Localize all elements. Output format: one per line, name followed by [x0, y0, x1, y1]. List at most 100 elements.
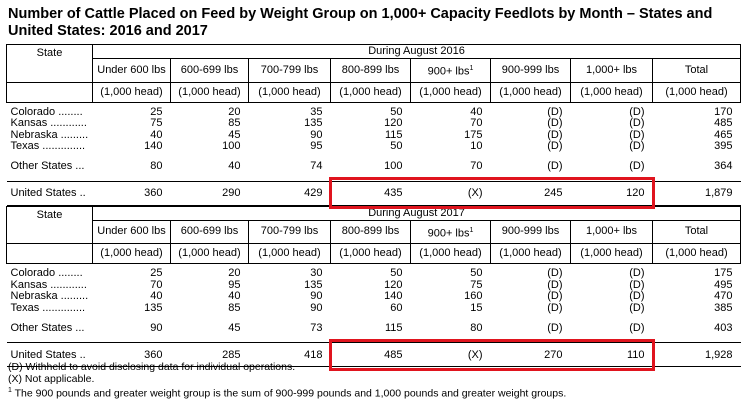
footnote-mark: 1 — [469, 65, 474, 72]
unit-row: (1,000 head) (1,000 head) (1,000 head) (1,0… — [6, 243, 742, 265]
column-header: 900+ lbs1 — [410, 219, 491, 245]
unit: (1,000 head) — [92, 81, 171, 103]
cell: (D) — [629, 105, 645, 118]
cell: 385 — [714, 302, 733, 314]
column-header: Total — [651, 58, 742, 83]
cell: 35 — [310, 105, 323, 118]
column-label: 600-699 lbs — [180, 63, 239, 76]
cell: 90 — [310, 291, 323, 303]
cell: (D) — [629, 267, 645, 280]
cell: (X) — [410, 342, 491, 368]
cell: 120 — [384, 118, 403, 130]
cell: 20 — [228, 267, 241, 280]
cell: (D) — [629, 118, 645, 130]
column-header: 900-999 lbs — [490, 58, 571, 83]
cell: 40 — [150, 291, 163, 303]
cell: 80 — [150, 160, 163, 173]
column-label: 700-799 lbs — [260, 63, 319, 76]
column-header: 700-799 lbs — [248, 219, 331, 245]
footnote: (D) Withheld to avoid disclosing data fo… — [8, 361, 566, 374]
cell: 120 — [384, 279, 403, 291]
cell: 115 — [384, 129, 403, 141]
cell: (D) — [547, 160, 563, 173]
column-header: 900-999 lbs — [490, 219, 571, 245]
cell: 90 — [310, 129, 323, 141]
cell: 435 — [330, 180, 411, 206]
footnote-mark: 1 — [469, 226, 474, 234]
cell: 100 — [222, 141, 241, 153]
data-table: State During August 2016 Under 600 lbs 600-… — [6, 44, 742, 206]
cell: 290 — [170, 180, 249, 206]
data-row: Colorado ........ 25 20 30 50 50 (D) (D) 175 — [7, 264, 741, 280]
cell: 80 — [470, 321, 483, 334]
cell: 70 — [470, 160, 483, 173]
cell: (D) — [629, 279, 645, 291]
column-label: Total — [684, 63, 709, 76]
cell: 245 — [490, 180, 571, 206]
cell: (D) — [547, 321, 563, 334]
column-header: 1,000+ lbs — [570, 58, 653, 83]
column-header: 900+ lbs1 — [410, 58, 491, 83]
cell: 50 — [390, 267, 403, 280]
column-label: 900+ lbs — [427, 65, 470, 78]
data-row: Kansas ............ 75 85 135 120 70 (D) (D) 485 — [7, 118, 741, 130]
data-table: State During August 2017 Under 600 lbs 600-… — [6, 205, 742, 368]
column-label: 1,000+ lbs — [585, 225, 638, 238]
cell: 30 — [310, 267, 323, 280]
data-row: Kansas ............ 70 95 135 120 75 (D) (D) 495 — [7, 280, 741, 292]
cell: (X) — [410, 180, 491, 206]
blank — [6, 243, 93, 265]
cell: 120 — [570, 180, 653, 206]
row-label: Kansas ............ — [10, 118, 87, 130]
cell: 75 — [150, 118, 163, 130]
unit: (1,000 head) — [92, 243, 171, 265]
row-label: Nebraska ......... — [10, 291, 89, 303]
period-row: State During August 2016 — [6, 44, 742, 83]
row-label: Colorado ........ — [10, 267, 83, 280]
cell: 403 — [714, 321, 733, 334]
cell: 95 — [228, 279, 241, 291]
footnote-mark: 1 — [8, 387, 12, 394]
row-label: Other States ... — [10, 160, 85, 173]
cell: (D) — [547, 279, 563, 291]
row-label: Texas .............. — [10, 302, 86, 314]
cell: 85 — [228, 302, 241, 314]
unit: (1,000 head) — [170, 243, 249, 265]
row-label: Kansas ............ — [10, 279, 87, 291]
column-label: 800-899 lbs — [341, 225, 400, 238]
row-label: Colorado ........ — [10, 105, 83, 118]
unit: (1,000 head) — [651, 81, 742, 103]
cell: 100 — [384, 160, 403, 173]
column-label: 900-999 lbs — [501, 225, 560, 238]
cell: (D) — [629, 141, 645, 153]
cell: (D) — [547, 141, 563, 153]
cell: 135 — [144, 302, 163, 314]
column-header: 800-899 lbs — [330, 219, 411, 245]
cell: 74 — [310, 160, 323, 173]
column-row: Under 600 lbs 600-699 lbs 700-799 lbs 800-8… — [7, 219, 742, 245]
cell: 140 — [144, 141, 163, 153]
cell: 135 — [304, 118, 323, 130]
unit: (1,000 head) — [570, 81, 653, 103]
row-label: Other States ... — [10, 321, 85, 334]
data-row: Other States ... 90 45 73 115 80 (D) (D) 403 — [7, 314, 741, 343]
state-header: State — [6, 205, 93, 245]
cell: 429 — [248, 180, 331, 206]
cell: 175 — [714, 267, 733, 280]
cell: 75 — [470, 279, 483, 291]
cell: 418 — [248, 342, 331, 368]
column-header: Under 600 lbs — [92, 219, 171, 245]
column-header: 600-699 lbs — [170, 58, 249, 83]
cell: 40 — [150, 129, 163, 141]
unit: (1,000 head) — [490, 81, 571, 103]
cell: 73 — [310, 321, 323, 334]
unit: (1,000 head) — [490, 243, 571, 265]
data-row: Texas .............. 135 85 90 60 15 (D) (D) 385 — [7, 303, 741, 315]
cell: 95 — [310, 141, 323, 153]
cell: 50 — [390, 105, 403, 118]
data-row: United States .. 360 285 418 485 (X) 270 110 1,9… — [6, 342, 741, 368]
column-label: 900-999 lbs — [501, 63, 560, 76]
cell: 1,928 — [652, 342, 741, 368]
cell: 20 — [228, 105, 241, 118]
